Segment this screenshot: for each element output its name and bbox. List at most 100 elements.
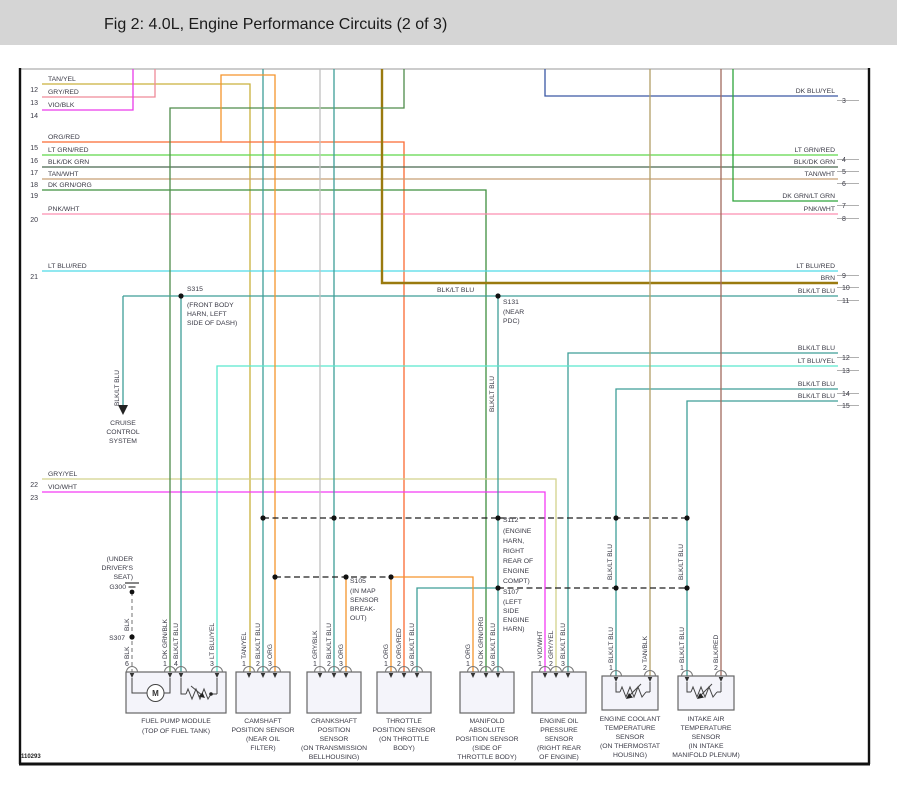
svg-text:3: 3 bbox=[561, 661, 565, 668]
splice-id-s112: S112 bbox=[503, 517, 519, 524]
svg-text:3: 3 bbox=[339, 661, 343, 668]
sheet-id: 110293 bbox=[21, 754, 41, 760]
cruise-wire-label: BLK/LT BLU bbox=[114, 370, 121, 406]
svg-text:3: 3 bbox=[491, 661, 495, 668]
svg-text:OUT): OUT) bbox=[350, 615, 367, 622]
svg-text:CRUISE: CRUISE bbox=[110, 420, 136, 427]
svg-text:GRY/BLK: GRY/BLK bbox=[312, 630, 319, 659]
svg-text:(TOP OF FUEL TANK): (TOP OF FUEL TANK) bbox=[142, 728, 210, 735]
svg-text:ORG: ORG bbox=[465, 644, 472, 659]
rotated-run-labels: BLK/LT BLU BLK/LT BLU BLK/LT BLU BLK/LT … bbox=[114, 370, 685, 659]
right-pin-number: 4 bbox=[842, 157, 846, 164]
svg-text:SENSOR: SENSOR bbox=[616, 734, 645, 741]
svg-text:1: 1 bbox=[384, 661, 388, 668]
svg-text:PDC): PDC) bbox=[503, 318, 520, 325]
page-title: Fig 2: 4.0L, Engine Performance Circuits… bbox=[104, 16, 447, 33]
svg-text:(LEFT: (LEFT bbox=[503, 599, 522, 606]
svg-text:TEMPERATURE: TEMPERATURE bbox=[605, 725, 656, 732]
right-pin-number: 5 bbox=[842, 169, 846, 176]
engine-coolant-temp-sensor-box bbox=[601, 675, 659, 711]
svg-text:HARN): HARN) bbox=[503, 626, 525, 633]
svg-text:1: 1 bbox=[680, 665, 684, 672]
right-wire-label: BLK/DK GRN bbox=[794, 159, 835, 166]
left-pin-number: 20 bbox=[30, 217, 38, 224]
right-wire-label: BLK/LT BLU bbox=[798, 393, 835, 400]
svg-text:(ENGINE: (ENGINE bbox=[503, 528, 532, 535]
svg-text:(ON THROTTLE: (ON THROTTLE bbox=[379, 736, 430, 743]
svg-text:BLK/RED: BLK/RED bbox=[713, 635, 720, 663]
right-pin-number: 9 bbox=[842, 273, 846, 280]
svg-text:OF ENGINE): OF ENGINE) bbox=[539, 754, 579, 761]
left-wire-label: TAN/WHT bbox=[48, 171, 78, 178]
svg-text:BLK/LT BLU: BLK/LT BLU bbox=[679, 627, 686, 663]
right-pin-number: 8 bbox=[842, 216, 846, 223]
wires bbox=[42, 69, 838, 676]
left-wire-label: PNK/WHT bbox=[48, 206, 79, 213]
left-pin-number: 12 bbox=[30, 87, 38, 94]
right-wire-label: DK BLU/YEL bbox=[796, 88, 836, 95]
s307-wire-label: BLK bbox=[124, 646, 131, 659]
svg-text:BLK/LT BLU: BLK/LT BLU bbox=[490, 623, 497, 659]
diagram-frame bbox=[18, 68, 871, 766]
left-wire-label: GRY/YEL bbox=[48, 471, 78, 478]
cruise-control-destination: CRUISE CONTROL SYSTEM bbox=[106, 420, 139, 445]
component-boxes bbox=[125, 671, 735, 714]
svg-text:ORG/RED: ORG/RED bbox=[396, 628, 403, 659]
svg-text:1: 1 bbox=[242, 661, 246, 668]
svg-text:GRY/YEL: GRY/YEL bbox=[548, 630, 555, 659]
ect-run-label: BLK/LT BLU bbox=[607, 544, 614, 580]
right-pin-number: 14 bbox=[842, 391, 850, 398]
left-pin-number: 18 bbox=[30, 182, 38, 189]
g300-wire-label: BLK bbox=[124, 618, 131, 631]
svg-text:HARN,: HARN, bbox=[503, 538, 524, 545]
crankshaft-position-sensor-box bbox=[306, 671, 362, 714]
pin-wire-labels: DK GRN/BLK BLK/LT BLU LT BLU/YEL TAN/YEL… bbox=[162, 617, 720, 664]
svg-text:MANIFOLD: MANIFOLD bbox=[469, 718, 504, 725]
left-pin-number: 23 bbox=[30, 495, 38, 502]
svg-text:SIDE: SIDE bbox=[503, 608, 519, 615]
svg-text:MANIFOLD PLENUM): MANIFOLD PLENUM) bbox=[672, 752, 740, 759]
svg-text:POSITION SENSOR: POSITION SENSOR bbox=[231, 727, 294, 734]
svg-text:2: 2 bbox=[397, 661, 401, 668]
svg-text:DRIVER'S: DRIVER'S bbox=[101, 565, 133, 572]
svg-text:1: 1 bbox=[313, 661, 317, 668]
svg-text:(IN MAP: (IN MAP bbox=[350, 588, 376, 595]
svg-text:POSITION SENSOR: POSITION SENSOR bbox=[455, 736, 518, 743]
svg-text:TEMPERATURE: TEMPERATURE bbox=[681, 725, 732, 732]
cruise-arrow-icon bbox=[118, 405, 128, 415]
left-wire-label: VIO/BLK bbox=[48, 102, 75, 109]
wire-dk-grn-org bbox=[42, 189, 487, 672]
svg-text:THROTTLE BODY): THROTTLE BODY) bbox=[457, 754, 516, 761]
s131-wire-label: BLK/LT BLU bbox=[489, 376, 496, 412]
title-bar bbox=[0, 0, 897, 45]
splice-id-s107: S107 bbox=[503, 589, 519, 596]
svg-text:HOUSING): HOUSING) bbox=[613, 752, 647, 759]
svg-text:SIDE OF DASH): SIDE OF DASH) bbox=[187, 320, 237, 327]
svg-text:SEAT): SEAT) bbox=[113, 574, 133, 581]
right-rows: DK BLU/YEL 3 LT GRN/RED 4 BLK/DK GRN 5 TAN/… bbox=[782, 88, 859, 410]
right-wire-label: BLK/LT BLU bbox=[798, 381, 835, 388]
left-pin-number: 17 bbox=[30, 170, 38, 177]
svg-text:BLK/LT BLU: BLK/LT BLU bbox=[173, 623, 180, 659]
connector-arrows bbox=[129, 673, 724, 682]
svg-text:2: 2 bbox=[256, 661, 260, 668]
right-wire-label: PNK/WHT bbox=[804, 206, 835, 213]
iat-run-label: BLK/LT BLU bbox=[678, 544, 685, 580]
svg-text:ENGINE: ENGINE bbox=[503, 617, 530, 624]
engine-oil-pressure-sensor-box bbox=[531, 671, 587, 714]
throttle-position-sensor-box bbox=[376, 671, 432, 714]
svg-text:POSITION: POSITION bbox=[318, 727, 351, 734]
right-pin-number: 6 bbox=[842, 181, 846, 188]
svg-text:(UNDER: (UNDER bbox=[107, 556, 134, 563]
wire-org bbox=[220, 74, 474, 672]
wire-vio-blk bbox=[42, 69, 134, 111]
right-wire-label: TAN/WHT bbox=[805, 171, 835, 178]
svg-text:INTAKE AIR: INTAKE AIR bbox=[688, 716, 725, 723]
splice-id-s105: S105 bbox=[350, 578, 366, 585]
svg-text:SENSOR: SENSOR bbox=[692, 734, 721, 741]
wire-brn bbox=[380, 69, 838, 285]
svg-text:CONTROL: CONTROL bbox=[106, 429, 139, 436]
